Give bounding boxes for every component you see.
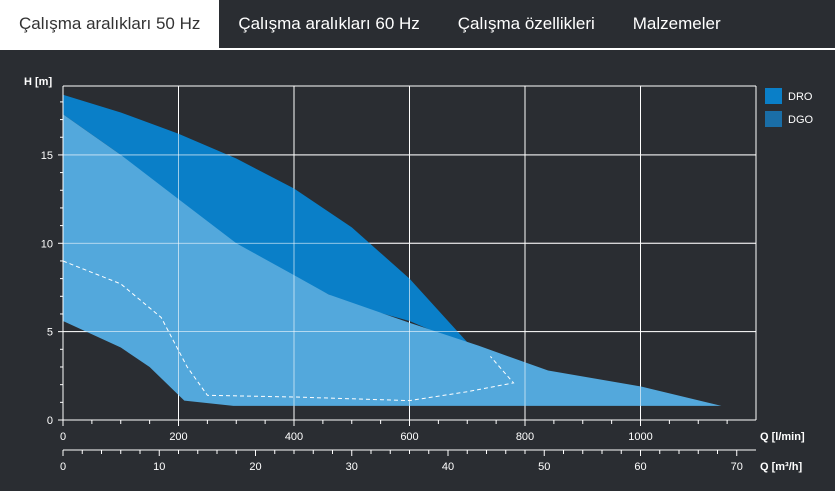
series-area-dgo [63, 114, 722, 406]
x2-tick-label: 60 [634, 461, 646, 473]
pump-curve-chart: 0 5 10 15 H [m] 0 200 400 600 800 1000 Q [l/min] 0 10… [24, 76, 814, 473]
tab-bar: Çalışma aralıkları 50 Hz Çalışma aralıkl… [0, 0, 835, 48]
x2-tick-label: 50 [538, 461, 550, 473]
x2-tick-label: 40 [442, 461, 454, 473]
dashed-curve [62, 260, 515, 402]
x-tick-label: 200 [169, 431, 187, 443]
tab-materials[interactable]: Malzemeler [632, 14, 721, 33]
x2-tick-label: 10 [153, 461, 165, 473]
x-tick-label: 1000 [628, 431, 652, 443]
x-axis-title: Q [l/min] [760, 431, 805, 443]
tab-characteristics[interactable]: Çalışma özellikleri [457, 14, 595, 33]
y-tick-label: 0 [47, 415, 53, 427]
x-tick-label: 600 [400, 431, 418, 443]
x2-tick-label: 20 [249, 461, 261, 473]
tab-underline [0, 48, 835, 50]
x2-tick-label: 70 [731, 461, 743, 473]
tab-50hz[interactable]: Çalışma aralıkları 50 Hz [0, 0, 220, 48]
x-tick-label: 400 [285, 431, 303, 443]
y-tick-label: 5 [47, 327, 53, 339]
x2-tick-label: 30 [346, 461, 358, 473]
y-axis-title: H [m] [24, 76, 52, 88]
legend-swatch-dgo [765, 111, 782, 127]
legend-label-dgo: DGO [788, 114, 814, 126]
series-area-dro [63, 94, 502, 364]
legend-swatch-dro [765, 88, 782, 104]
x-tick-label: 800 [516, 431, 534, 443]
legend-label-dro: DRO [788, 91, 813, 103]
y-tick-label: 10 [41, 238, 53, 250]
x-tick-label: 0 [60, 431, 66, 443]
y-tick-label: 15 [41, 150, 53, 162]
tab-60hz[interactable]: Çalışma aralıkları 60 Hz [238, 14, 420, 33]
x2-tick-label: 0 [60, 461, 66, 473]
x2-axis-title: Q [m³/h] [760, 461, 802, 473]
